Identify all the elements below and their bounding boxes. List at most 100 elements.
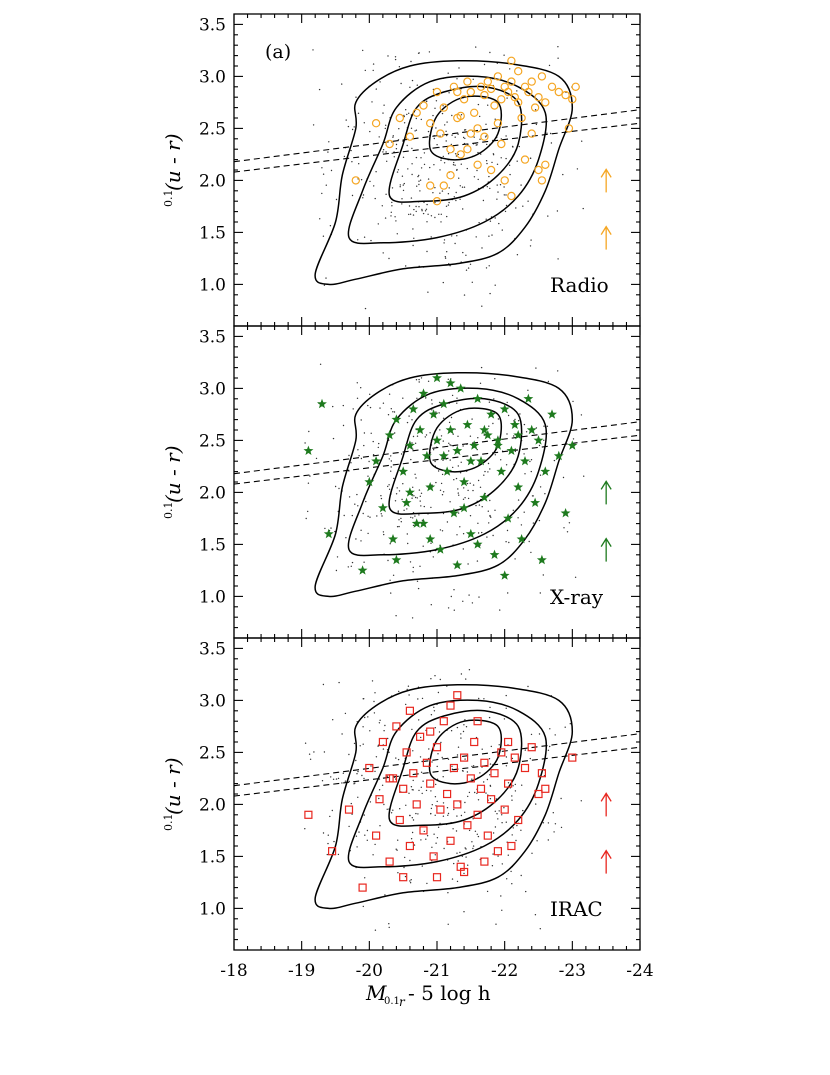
field-dot (391, 201, 393, 204)
irac-point (429, 852, 438, 861)
field-dot (412, 517, 414, 519)
field-dot (449, 459, 451, 461)
field-dot (450, 595, 452, 598)
divider-line-2 (233, 746, 641, 797)
field-dot (413, 208, 415, 211)
upper-limit-arrows (600, 168, 612, 874)
field-dot (372, 69, 374, 72)
field-dot (456, 726, 459, 729)
field-dot (522, 809, 524, 812)
xray-point (435, 544, 446, 554)
field-dot (369, 516, 371, 518)
irac-point (395, 815, 404, 825)
radio-point (436, 129, 445, 138)
field-dot (478, 596, 480, 598)
field-dot (479, 115, 481, 118)
field-dot (466, 771, 469, 773)
field-dot (465, 848, 467, 850)
field-dot (425, 397, 427, 399)
field-dot (456, 852, 458, 854)
field-dot (451, 394, 454, 397)
field-dot (460, 163, 462, 165)
field-dot (397, 169, 400, 171)
field-dot (382, 748, 385, 750)
x-tick-label: -19 (288, 961, 315, 981)
field-dot (489, 774, 491, 776)
field-dot (318, 88, 321, 91)
field-dot (357, 112, 360, 115)
field-dot (363, 561, 365, 563)
field-dot (459, 472, 462, 474)
field-dot (462, 600, 464, 602)
field-dot (442, 776, 444, 778)
xray-point (442, 466, 453, 476)
field-dot (409, 213, 412, 215)
field-dot (409, 859, 411, 862)
field-dot (494, 378, 496, 380)
field-dot (504, 210, 507, 213)
radio-point (541, 98, 550, 107)
field-dot (406, 688, 408, 691)
field-dot (417, 698, 419, 700)
field-dot (465, 856, 467, 858)
field-dot (434, 201, 436, 204)
field-dot (382, 252, 384, 254)
field-dot (446, 134, 448, 137)
field-dot (546, 132, 548, 134)
field-dot (529, 460, 531, 463)
field-dot (416, 397, 418, 399)
field-dot (469, 515, 472, 517)
field-dot (583, 475, 585, 477)
field-dot (403, 509, 405, 511)
field-dot (501, 863, 503, 865)
field-dot (496, 163, 499, 165)
radio-point (459, 95, 469, 104)
field-dot (574, 576, 577, 578)
field-dot (521, 784, 523, 786)
field-dot (377, 223, 379, 225)
field-dot (419, 179, 422, 181)
radio-point (395, 113, 404, 123)
field-dot (435, 100, 438, 102)
field-dot (379, 81, 381, 83)
field-dot (434, 675, 436, 677)
field-dot (351, 514, 353, 517)
radio-point (480, 132, 489, 141)
field-dot (388, 926, 390, 929)
irac-point (375, 795, 384, 804)
field-dot (432, 114, 434, 117)
field-dot (425, 789, 428, 792)
field-dot (322, 683, 325, 686)
field-dot (344, 780, 347, 782)
field-dot (456, 754, 459, 756)
field-dot (309, 475, 311, 477)
field-dot (418, 206, 420, 208)
xray-point (438, 450, 449, 461)
field-dot (446, 521, 449, 523)
xray-point (472, 539, 483, 549)
field-dot (518, 145, 520, 148)
field-dot (394, 500, 397, 502)
field-dot (387, 414, 390, 416)
field-dot (411, 173, 413, 176)
field-dot (397, 839, 399, 841)
field-dot (471, 418, 473, 420)
field-dot (438, 146, 440, 149)
radio-point (564, 124, 574, 133)
field-dot (430, 714, 433, 716)
field-dot (507, 414, 510, 417)
field-dot (432, 449, 435, 451)
field-dot (388, 488, 391, 490)
field-dot (489, 292, 491, 295)
field-dot (378, 136, 380, 138)
xray-point (371, 456, 381, 466)
field-dot (332, 437, 335, 440)
field-dot (447, 892, 449, 894)
field-dot (433, 833, 435, 835)
field-dot (472, 765, 475, 767)
radio-point (456, 150, 465, 159)
svg-text:0.1: 0.1 (162, 190, 175, 208)
field-dot (304, 742, 307, 744)
field-dot (440, 159, 442, 162)
field-dot (415, 210, 417, 213)
